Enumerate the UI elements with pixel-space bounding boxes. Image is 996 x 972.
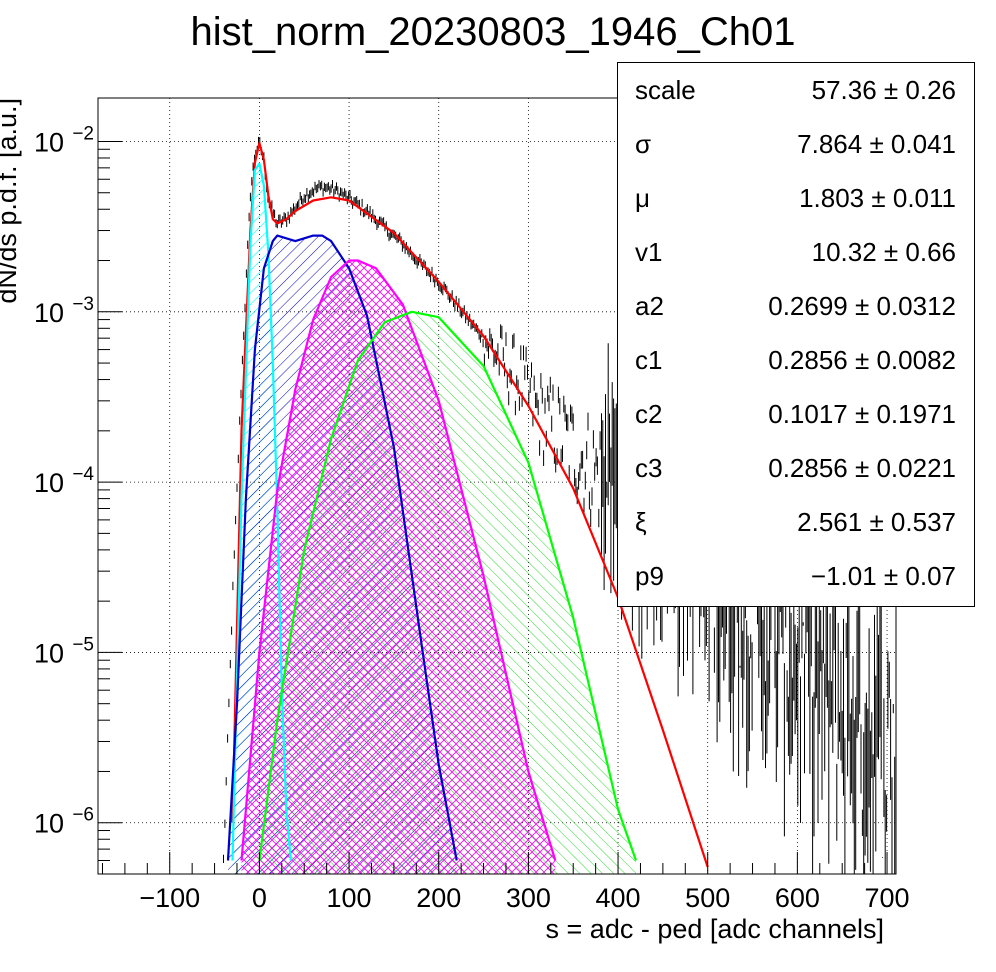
stat-name: μ [635,183,650,213]
y-tick-exponent: −5 [72,634,94,655]
stat-value: 0.2856 ± 0.0082 [768,345,956,375]
y-tick-label: 10 [34,809,64,839]
fit-curve-4 [258,310,638,861]
chart-title: hist_norm_20230803_1946_Ch01 [190,10,796,54]
x-axis-label: s = adc - ped [adc channels] [546,914,884,944]
stat-name: c1 [635,345,663,375]
fit-curves [226,141,709,868]
x-tick-label: 200 [416,883,461,913]
stat-name: c3 [635,453,663,483]
x-tick-label: 300 [506,883,551,913]
stat-row: v1 10.32 ± 0.66 [618,225,974,279]
y-tick-label: 10 [34,298,64,328]
axes: −100 0 100 200 300 400 500 600 700 10 −6 10 −5 10 −4 10… [34,123,910,913]
stat-value: 2.561 ± 0.537 [797,507,956,537]
stat-value: 0.1017 ± 0.1971 [768,399,956,429]
y-tick-label: 10 [34,638,64,668]
x-tick-label: 700 [865,883,910,913]
stat-name: a2 [635,291,664,321]
component-fills [228,163,636,874]
stat-name: v1 [635,237,663,267]
fit-stats-box: scale 57.36 ± 0.26 σ 7.864 ± 0.041 μ 1.803 ± … [617,62,975,607]
x-tick-label: 0 [252,883,267,913]
fit-curve-0 [231,141,709,868]
stat-row: σ 7.864 ± 0.041 [618,117,974,171]
stat-row: c2 0.1017 ± 0.1971 [618,387,974,441]
fit-curve-3 [240,259,557,861]
y-tick-label: 10 [34,127,64,157]
x-tick-label: 600 [775,883,820,913]
stat-name: scale [635,75,696,105]
x-tick-label: −100 [139,883,200,913]
stat-row: a2 0.2699 ± 0.0312 [618,279,974,333]
y-tick-exponent: −6 [72,805,94,826]
fit-curve-1 [231,162,292,861]
stat-row: μ 1.803 ± 0.011 [618,171,974,225]
stat-row: ξ 2.561 ± 0.537 [618,495,974,549]
stat-name: ξ [635,507,647,537]
stat-row: c3 0.2856 ± 0.0221 [618,441,974,495]
stat-row: scale 57.36 ± 0.26 [618,63,974,117]
stat-value: −1.01 ± 0.07 [810,561,956,591]
fit-curve-2 [226,234,458,861]
x-tick-label: 100 [327,883,372,913]
x-tick-label: 400 [596,883,641,913]
y-tick-exponent: −4 [72,464,94,485]
stat-value: 57.36 ± 0.26 [811,75,956,105]
y-tick-label: 10 [34,468,64,498]
y-axis-label: dN/ds p.d.f. [a.u.] [0,98,22,304]
y-tick-exponent: −2 [72,123,94,144]
y-tick-exponent: −3 [72,294,94,315]
stat-value: 0.2856 ± 0.0221 [768,453,956,483]
component-fill-4 [259,311,636,874]
stat-row: c1 0.2856 ± 0.0082 [618,333,974,387]
stat-name: c2 [635,399,663,429]
stat-value: 7.864 ± 0.041 [797,129,956,159]
stat-value: 0.2699 ± 0.0312 [768,291,956,321]
stat-value: 10.32 ± 0.66 [811,237,956,267]
stat-name: σ [635,129,652,159]
stat-row: p9 −1.01 ± 0.07 [618,549,974,603]
stat-value: 1.803 ± 0.011 [799,183,956,213]
stat-name: p9 [635,561,664,591]
x-tick-label: 500 [685,883,730,913]
